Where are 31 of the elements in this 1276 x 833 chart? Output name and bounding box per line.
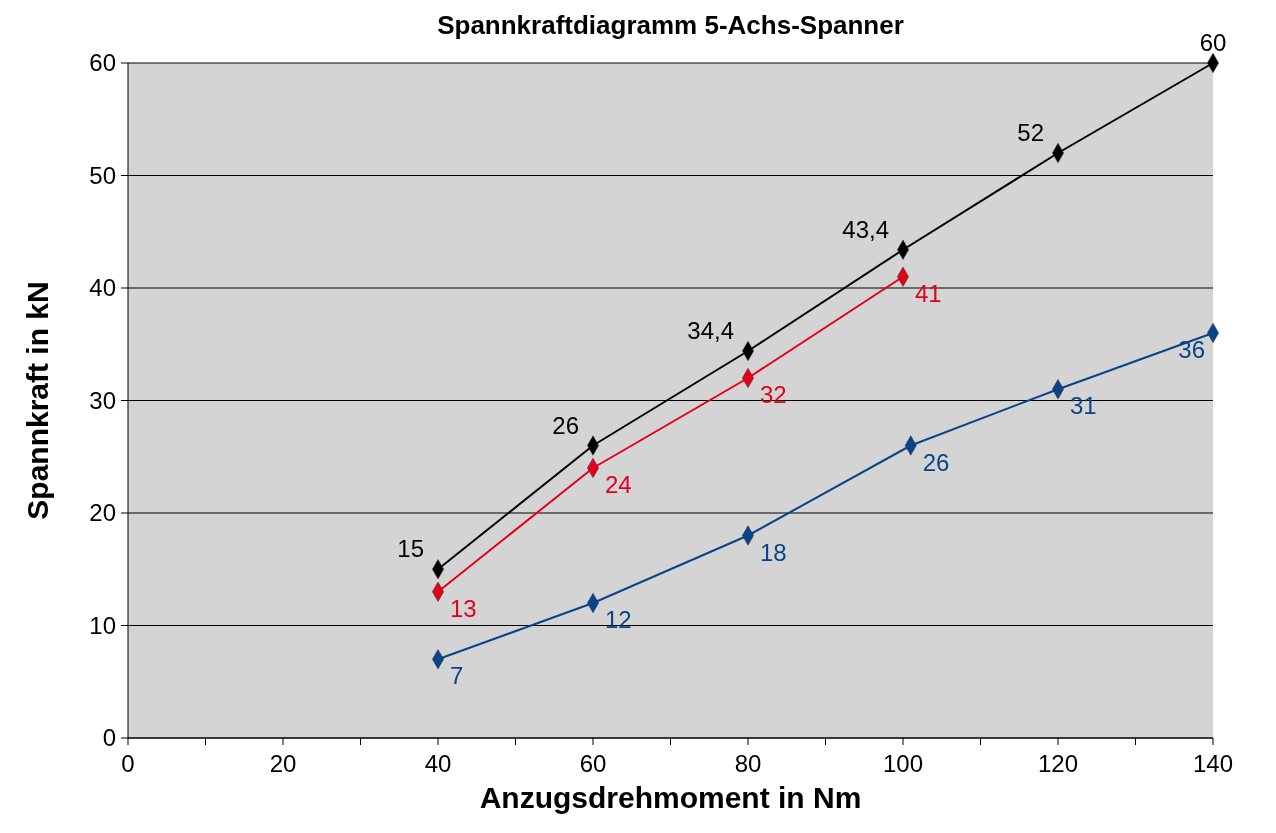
y-tick-label: 30 <box>89 386 116 414</box>
x-tick-label: 0 <box>121 750 135 777</box>
x-tick-label: 140 <box>1192 750 1234 777</box>
data-label: 41 <box>915 279 942 307</box>
y-tick-label: 10 <box>89 611 116 639</box>
y-axis-title: Spannkraft in kN <box>21 281 54 520</box>
x-tick-label: 20 <box>269 750 297 777</box>
x-axis-title: Anzugsdrehmoment in Nm <box>479 781 862 814</box>
x-tick-label: 60 <box>579 750 607 777</box>
y-tick-label: 40 <box>89 274 116 301</box>
y-tick-label: 60 <box>89 49 116 76</box>
data-label: 43,4 <box>842 215 889 243</box>
data-label: 26 <box>552 411 579 439</box>
y-tick-label: 50 <box>89 161 116 189</box>
chart-title: Spannkraftdiagramm 5-Achs-Spanner <box>437 10 904 40</box>
data-label: 15 <box>397 535 424 563</box>
y-tick-label: 20 <box>89 499 116 526</box>
x-tick-label: 40 <box>424 750 452 777</box>
y-tick-label: 0 <box>102 724 116 751</box>
data-label: 24 <box>605 471 632 498</box>
x-tick-label: 80 <box>734 750 762 777</box>
data-label: 18 <box>760 538 787 566</box>
data-label: 36 <box>1178 336 1205 363</box>
x-tick-label: 100 <box>882 750 924 777</box>
data-label: 26 <box>922 448 950 476</box>
data-label: 34,4 <box>687 317 734 344</box>
data-label: 7 <box>450 662 464 690</box>
data-label: 52 <box>1017 119 1044 146</box>
data-label: 13 <box>450 594 477 622</box>
x-tick-label: 120 <box>1037 750 1079 777</box>
data-label: 60 <box>1199 29 1227 56</box>
